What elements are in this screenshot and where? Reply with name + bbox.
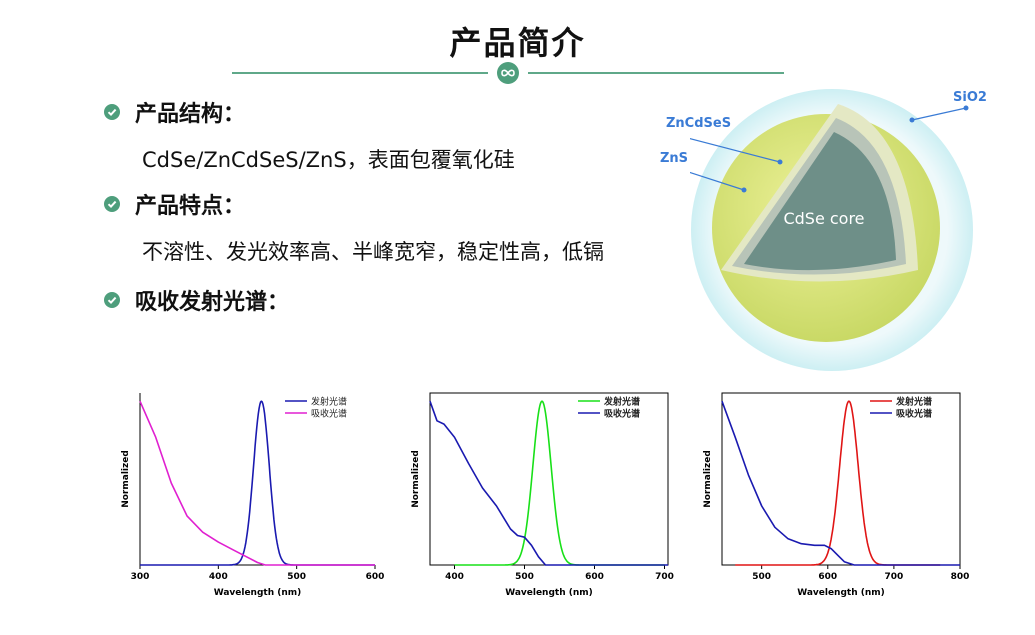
x-tick-label: 600 (818, 572, 837, 582)
label-sio2: SiO2 (953, 90, 987, 105)
legend-label: 吸收光谱 (311, 408, 347, 420)
spectrum-chart-red: 500 600 700 800 Wavelength (nm) Normalized 发射光… (703, 392, 970, 598)
x-tick-label: 600 (585, 572, 604, 582)
x-tick-label: 500 (515, 572, 534, 582)
label-zns: ZnS (660, 151, 689, 166)
section-structure: 产品结构： (104, 96, 245, 128)
y-axis-label: Normalized (703, 450, 713, 508)
x-tick-label: 700 (884, 572, 903, 582)
series-line-1 (429, 400, 668, 566)
check-icon (104, 104, 120, 120)
section-body: 不溶性、发光效率高、半峰宽窄，稳定性高，低镉 (142, 240, 604, 264)
spectrum-chart-blue: 300 400 500 600 Wavelength (nm) Normalized 发射光… (121, 393, 385, 598)
series-line-1 (721, 400, 960, 566)
section-heading: 产品结构： (135, 102, 246, 127)
check-icon (104, 196, 120, 212)
check-icon (104, 292, 120, 308)
x-tick-label: 500 (287, 572, 306, 582)
title-divider-left (232, 72, 488, 74)
series-line-1 (139, 400, 375, 566)
x-axis-label: Wavelength (nm) (797, 588, 885, 598)
legend-label: 发射光谱 (895, 396, 932, 408)
legend-label: 发射光谱 (603, 396, 640, 408)
series-line-0 (735, 400, 941, 566)
section-heading: 产品特点： (135, 194, 246, 219)
infinity-icon (497, 62, 519, 84)
core-label: CdSe core (783, 209, 864, 228)
legend-label: 发射光谱 (311, 396, 347, 408)
section-body: CdSe/ZnCdSeS/ZnS，表面包覆氧化硅 (142, 148, 515, 172)
title-divider-right (528, 72, 784, 74)
x-tick-label: 800 (951, 572, 970, 582)
section-features: 产品特点： (104, 188, 245, 220)
cdse-core (744, 132, 896, 271)
legend-label: 吸收光谱 (604, 408, 640, 420)
x-tick-label: 400 (209, 572, 228, 582)
legend-label: 吸收光谱 (896, 408, 932, 420)
label-zncdses: ZnCdSeS (666, 116, 732, 131)
quantum-dot-diagram: CdSe core (690, 89, 973, 371)
spectrum-chart-green: 400 500 600 700 Wavelength (nm) Normalized 发射光… (411, 392, 674, 598)
x-axis-label: Wavelength (nm) (214, 588, 302, 598)
x-tick-label: 300 (131, 572, 150, 582)
section-spectra: 吸收发射光谱： (104, 284, 289, 316)
series-line-0 (140, 400, 375, 566)
page-title: 产品简介 (449, 24, 586, 62)
y-axis-label: Normalized (411, 450, 421, 508)
series-line-0 (454, 400, 665, 566)
x-tick-label: 700 (655, 572, 674, 582)
x-tick-label: 600 (366, 572, 385, 582)
x-tick-label: 400 (445, 572, 464, 582)
x-axis-label: Wavelength (nm) (505, 588, 593, 598)
y-axis-label: Normalized (121, 450, 131, 508)
x-tick-label: 500 (752, 572, 771, 582)
section-heading: 吸收发射光谱： (135, 290, 290, 315)
